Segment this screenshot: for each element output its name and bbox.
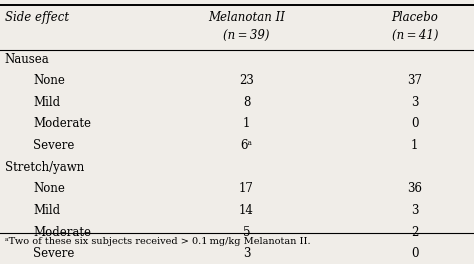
Text: 17: 17 [239,182,254,195]
Text: Nausea: Nausea [5,53,49,65]
Text: None: None [33,74,65,87]
Text: 6ᵃ: 6ᵃ [240,139,253,152]
Text: Severe: Severe [33,247,74,260]
Text: 37: 37 [407,74,422,87]
Text: Mild: Mild [33,204,60,217]
Text: 23: 23 [239,74,254,87]
Text: 14: 14 [239,204,254,217]
Text: 5: 5 [243,225,250,239]
Text: Severe: Severe [33,139,74,152]
Text: Moderate: Moderate [33,225,91,239]
Text: Stretch/yawn: Stretch/yawn [5,161,84,174]
Text: 3: 3 [411,96,419,109]
Text: Melanotan II: Melanotan II [208,11,285,23]
Text: Mild: Mild [33,96,60,109]
Text: 0: 0 [411,117,419,130]
Text: 2: 2 [411,225,419,239]
Text: 8: 8 [243,96,250,109]
Text: 1: 1 [411,139,419,152]
Text: 3: 3 [411,204,419,217]
Text: (n = 41): (n = 41) [392,29,438,42]
Text: Placebo: Placebo [392,11,438,23]
Text: (n = 39): (n = 39) [223,29,270,42]
Text: 3: 3 [243,247,250,260]
Text: ᵃTwo of these six subjects received > 0.1 mg/kg Melanotan II.: ᵃTwo of these six subjects received > 0.… [5,237,310,246]
Text: 36: 36 [407,182,422,195]
Text: 0: 0 [411,247,419,260]
Text: None: None [33,182,65,195]
Text: Side effect: Side effect [5,11,69,23]
Text: 1: 1 [243,117,250,130]
Text: Moderate: Moderate [33,117,91,130]
